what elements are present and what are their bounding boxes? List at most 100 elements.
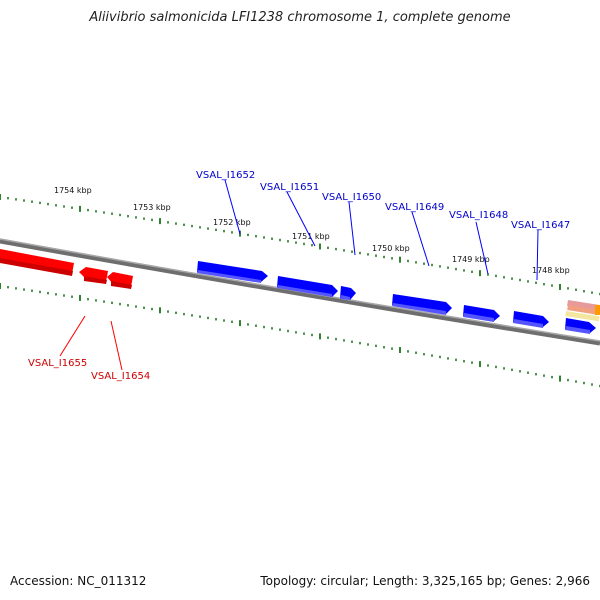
gene-label-vsal-i1651[interactable]: VSAL_I1651	[260, 182, 319, 193]
upper-minor-tick	[487, 273, 489, 276]
lower-minor-tick	[359, 341, 361, 345]
gene-vsal-i1654[interactable]	[79, 267, 108, 284]
upper-minor-tick	[383, 255, 385, 259]
lower-minor-tick	[407, 350, 409, 353]
upper-minor-tick	[95, 210, 97, 213]
gene-label-vsal-i1655[interactable]: VSAL_I1655	[28, 358, 87, 369]
lower-minor-tick	[287, 329, 289, 333]
lower-minor-tick	[431, 354, 433, 357]
upper-minor-tick	[423, 262, 425, 265]
gene-label-vsal-i1654[interactable]: VSAL_I1654	[91, 371, 150, 382]
gene-vsal-i1655[interactable]	[0, 249, 74, 276]
lower-minor-tick	[95, 299, 97, 302]
lower-minor-tick	[471, 361, 473, 364]
lower-minor-tick	[375, 344, 377, 348]
lower-minor-tick	[543, 374, 545, 377]
lower-minor-tick	[351, 340, 353, 343]
upper-minor-tick	[591, 291, 593, 294]
lower-minor-tick	[271, 327, 273, 330]
upper-minor-tick	[327, 246, 329, 249]
upper-minor-tick	[543, 282, 545, 286]
lower-minor-tick	[447, 357, 449, 360]
upper-minor-tick	[471, 270, 473, 273]
gene-label-vsal-i1650[interactable]: VSAL_I1650	[322, 192, 381, 203]
upper-minor-tick	[511, 277, 513, 280]
upper-minor-tick	[535, 281, 537, 284]
lower-minor-tick	[167, 310, 169, 313]
lower-minor-tick	[119, 302, 121, 306]
lower-minor-tick	[591, 383, 593, 386]
upper-minor-tick	[415, 261, 417, 264]
gene-vsal-i1648[interactable]	[463, 305, 500, 322]
upper-minor-tick	[455, 267, 457, 271]
lower-major-tick	[79, 294, 81, 301]
lower-major-tick	[319, 333, 321, 340]
upper-major-tick	[159, 218, 161, 225]
upper-minor-tick	[519, 278, 521, 282]
upper-minor-tick	[279, 238, 281, 242]
lower-minor-tick	[495, 365, 497, 369]
upper-minor-tick	[71, 206, 73, 209]
lower-minor-tick	[551, 375, 553, 379]
lower-minor-tick	[463, 360, 465, 363]
lower-minor-tick	[383, 346, 385, 349]
upper-minor-tick	[503, 276, 505, 279]
map-title: Aliivibrio salmonicida LFI1238 chromosom…	[89, 10, 511, 25]
upper-minor-tick	[375, 254, 377, 257]
reverse-gene-labels: VSAL_I1655 VSAL_I1654	[28, 315, 150, 382]
accession-text: Accession: NC_011312	[10, 574, 147, 588]
tick-label-1753: 1753 kbp	[133, 203, 171, 212]
lower-minor-tick	[487, 364, 489, 367]
gene-reverse-small[interactable]	[107, 272, 133, 289]
lower-major-tick	[479, 361, 481, 368]
tick-label-1750: 1750 kbp	[372, 244, 410, 253]
lower-minor-tick	[7, 285, 9, 289]
gene-label-vsal-i1647[interactable]: VSAL_I1647	[511, 220, 570, 231]
lower-minor-tick	[263, 325, 265, 329]
lower-minor-tick	[439, 355, 441, 359]
upper-minor-tick	[191, 224, 193, 228]
lower-minor-tick	[455, 358, 457, 362]
lower-minor-tick	[223, 319, 225, 322]
forward-genes	[197, 261, 596, 334]
upper-minor-tick	[263, 236, 265, 239]
tick-track-upper	[0, 194, 600, 296]
upper-minor-tick	[551, 284, 553, 287]
tick-label-1754: 1754 kbp	[54, 186, 92, 195]
lower-minor-tick	[255, 324, 257, 327]
tick-label-1749: 1749 kbp	[452, 255, 490, 264]
upper-minor-tick	[223, 229, 225, 233]
upper-minor-tick	[311, 243, 313, 247]
gene-label-vsal-i1648[interactable]: VSAL_I1648	[449, 210, 508, 221]
lower-minor-tick	[367, 343, 369, 346]
gene-vsal-i1650[interactable]	[340, 286, 356, 300]
upper-minor-tick	[343, 249, 345, 252]
gene-label-vsal-i1649[interactable]: VSAL_I1649	[385, 202, 444, 213]
upper-minor-tick	[359, 251, 361, 255]
gene-vsal-i1651[interactable]	[277, 276, 338, 297]
gene-vsal-i1647[interactable]	[513, 311, 549, 328]
upper-major-tick	[319, 243, 321, 250]
upper-minor-tick	[167, 221, 169, 224]
lower-minor-tick	[247, 323, 249, 326]
upper-minor-tick	[151, 218, 153, 222]
lower-minor-tick	[535, 372, 537, 376]
gene-label-vsal-i1652[interactable]: VSAL_I1652	[196, 170, 255, 181]
lower-minor-tick	[47, 291, 49, 295]
gene-vsal-i1649[interactable]	[392, 294, 452, 315]
upper-minor-tick	[63, 205, 65, 208]
lower-minor-tick	[135, 305, 137, 308]
upper-major-tick	[79, 205, 81, 212]
upper-minor-tick	[439, 265, 441, 268]
upper-minor-tick	[367, 253, 369, 256]
gene-vsal-i1652[interactable]	[197, 261, 268, 283]
lower-minor-tick	[311, 333, 313, 337]
lower-major-tick	[239, 320, 241, 327]
upper-minor-tick	[215, 228, 217, 232]
lower-minor-tick	[39, 290, 41, 294]
gene-partial-right[interactable]	[565, 318, 596, 334]
upper-major-tick	[479, 270, 481, 277]
upper-minor-tick	[335, 247, 337, 251]
lower-minor-tick	[111, 301, 113, 305]
upper-minor-tick	[247, 233, 249, 237]
